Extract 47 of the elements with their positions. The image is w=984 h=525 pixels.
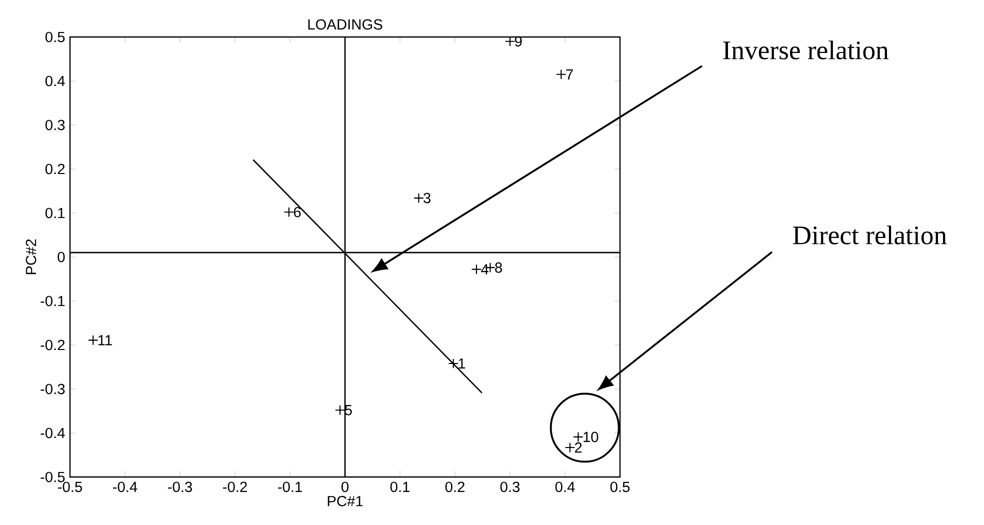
x-tick-label: 0.1 <box>390 482 410 492</box>
point <box>448 358 459 369</box>
series-label: 2 <box>574 442 582 453</box>
series-label: 11 <box>98 335 112 346</box>
y-tick-label: -0.5 <box>40 472 65 482</box>
series-label: 3 <box>424 192 430 204</box>
x-tick-label: -0.4 <box>113 482 138 492</box>
x-tick-label: -0.5 <box>58 482 82 492</box>
x-tick-label: 0.4 <box>555 482 575 492</box>
y-tick-label: 0.3 <box>45 120 65 130</box>
y-tick-label: -0.2 <box>40 340 65 350</box>
y-tick-label: -0.1 <box>40 296 65 306</box>
point <box>414 192 424 204</box>
x-tick-label: 0 <box>341 482 348 492</box>
point <box>334 404 346 416</box>
point <box>504 36 516 47</box>
x-tick-label: -0.3 <box>168 482 192 492</box>
series-label: 7 <box>566 69 573 80</box>
y-axis-title: PC#2 <box>26 239 36 274</box>
point <box>471 264 482 275</box>
y-tick-label: 0.4 <box>45 76 65 86</box>
y-tick-label: 0 <box>58 252 65 262</box>
x-tick-label: 0.2 <box>445 482 464 492</box>
y-tick-label: 0.5 <box>45 32 65 42</box>
x-axis-title: PC#1 <box>328 496 363 506</box>
series-label: 8 <box>495 262 502 273</box>
y-tick-label: 0.2 <box>45 164 65 174</box>
series-label: 5 <box>344 405 352 416</box>
point <box>284 206 294 218</box>
point <box>564 442 576 453</box>
point <box>88 334 98 346</box>
y-tick-label: -0.4 <box>40 428 65 438</box>
text: Inverse relation <box>723 40 888 60</box>
series-label: 1 <box>458 358 466 369</box>
series-label: 4 <box>481 264 488 274</box>
series-label: 6 <box>294 206 301 218</box>
y-tick-label: 0.1 <box>45 208 65 218</box>
text: Direct relation <box>793 226 947 244</box>
y-tick-label: -0.3 <box>40 384 65 394</box>
series-label: 10 <box>584 432 598 442</box>
x-tick-label: 0.5 <box>610 482 630 492</box>
chart-title: LOADINGS <box>308 19 382 30</box>
x-tick-label: -0.1 <box>278 482 302 492</box>
x-tick-label: -0.2 <box>223 482 247 492</box>
point <box>556 69 566 80</box>
x-tick-label: 0.3 <box>500 482 520 492</box>
point <box>573 432 584 442</box>
